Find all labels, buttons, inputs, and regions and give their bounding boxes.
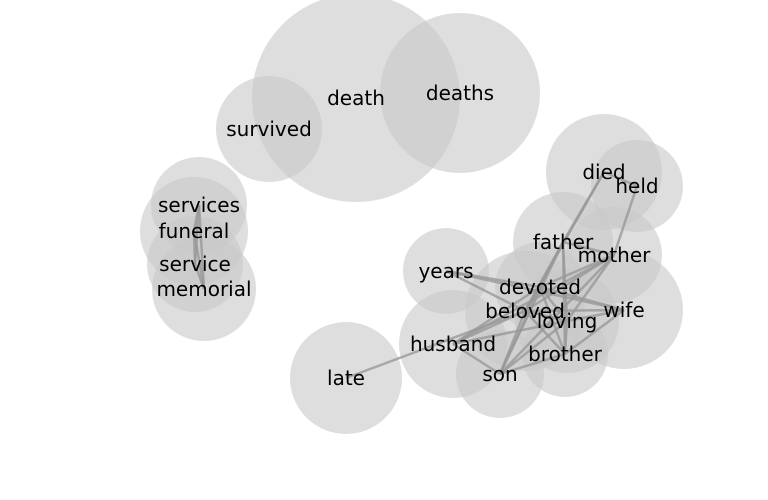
edge-devoted-husband (452, 285, 541, 346)
edge-held-mother (612, 185, 639, 256)
edge-husband-son (452, 342, 501, 376)
node-label-memorial: memorial (156, 277, 251, 301)
edge-funeral-memorial (192, 230, 206, 290)
edge-mother-devoted (539, 253, 615, 289)
edge-layer (192, 170, 639, 380)
bubble-survived (216, 76, 322, 182)
edge-loving-husband (452, 319, 568, 346)
node-label-years: years (418, 259, 473, 283)
node-label-deaths: deaths (426, 81, 494, 105)
edge-devoted-brother (538, 286, 567, 355)
edge-beloved-wife (524, 308, 625, 313)
edge-beloved-son (498, 310, 527, 375)
edge-service-memorial (193, 263, 206, 290)
edge-loving-son (499, 320, 568, 375)
node-label-beloved: beloved (485, 299, 565, 323)
edge-devoted-loving (539, 286, 568, 322)
node-label-devoted: devoted (499, 275, 581, 299)
node-label-father: father (533, 230, 594, 254)
edge-devoted-wife (539, 285, 625, 312)
node-label-service: service (159, 252, 231, 276)
node-label-son: son (482, 362, 517, 386)
edge-beloved-loving (524, 309, 568, 323)
node-label-mother: mother (578, 243, 652, 267)
node-label-late: late (327, 366, 365, 390)
edge-late-beloved (345, 309, 526, 380)
node-label-loving: loving (537, 309, 598, 333)
edge-father-mother (562, 240, 615, 257)
edge-services-memorial (197, 204, 206, 290)
node-label-died: died (582, 160, 625, 184)
node-label-husband: husband (410, 332, 496, 356)
node-label-wife: wife (603, 298, 644, 322)
edge-brother-son (499, 352, 566, 376)
node-label-brother: brother (528, 342, 603, 366)
node-label-held: held (615, 174, 658, 198)
edge-died-held (603, 170, 638, 188)
node-label-death: death (327, 86, 385, 110)
edge-loving-brother (563, 320, 569, 355)
edge-beloved-brother (524, 310, 566, 355)
bubble-deaths (380, 13, 540, 173)
node-label-survived: survived (226, 117, 312, 141)
edge-loving-wife (566, 308, 625, 323)
bubble-layer (140, 0, 683, 434)
node-label-services: services (158, 193, 240, 217)
edge-mother-son (499, 254, 615, 375)
edge-wife-brother (564, 308, 625, 356)
node-label-funeral: funeral (159, 219, 230, 243)
